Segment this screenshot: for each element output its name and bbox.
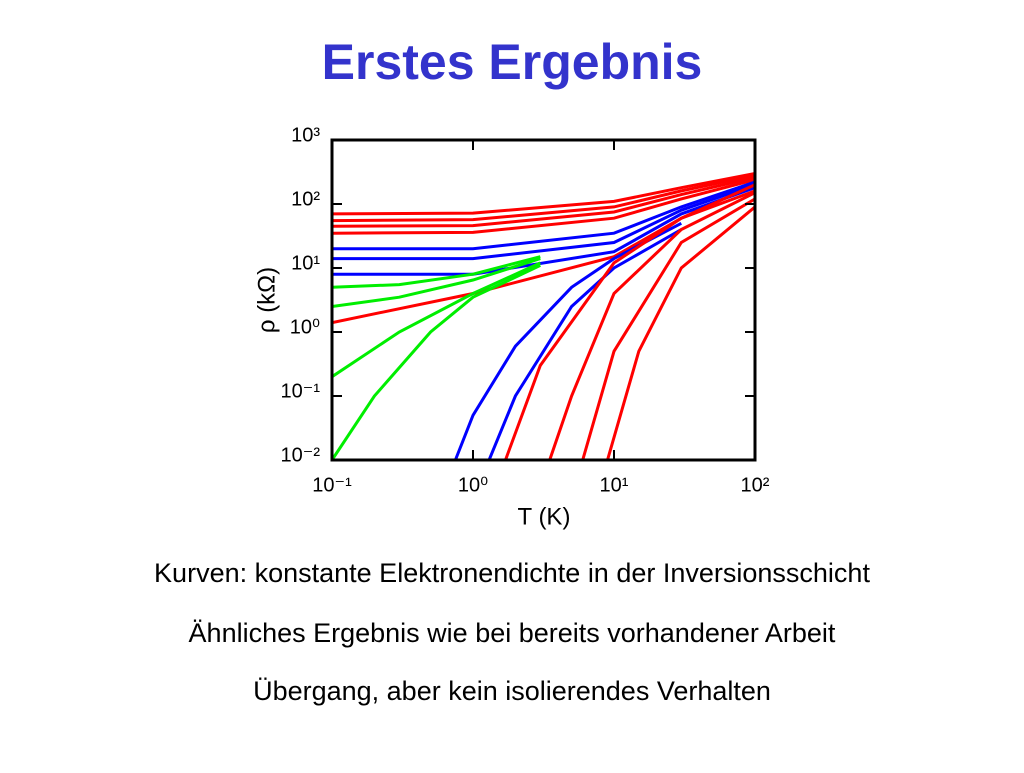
series-line bbox=[332, 172, 755, 216]
y-axis-label: ρ (kΩ) bbox=[253, 267, 280, 333]
series-line bbox=[581, 197, 755, 460]
x-tick-label: 10¹ bbox=[600, 474, 629, 496]
series-line bbox=[332, 261, 541, 378]
x-tick-label: 10⁻¹ bbox=[312, 474, 352, 496]
series-line bbox=[332, 183, 755, 261]
y-tick-label: 10⁰ bbox=[290, 316, 320, 338]
y-tick-label: 10² bbox=[291, 188, 320, 210]
x-axis-label: T (K) bbox=[518, 503, 571, 530]
series-line bbox=[332, 175, 755, 228]
series-line bbox=[332, 264, 541, 460]
y-tick-label: 10³ bbox=[291, 124, 320, 146]
text-line: Übergang, aber kein isolierendes Verhalt… bbox=[253, 676, 771, 706]
x-tick-label: 10⁰ bbox=[458, 474, 488, 496]
plot-frame bbox=[330, 138, 757, 462]
series-line bbox=[332, 189, 755, 325]
series-line bbox=[332, 180, 755, 251]
text-line: Kurven: konstante Elektronendichte in de… bbox=[154, 558, 870, 588]
series-line bbox=[504, 183, 755, 460]
series-line bbox=[487, 228, 683, 460]
x-tick-label: 10² bbox=[741, 474, 770, 496]
slide-title: Erstes Ergebnis bbox=[322, 34, 703, 90]
series-line bbox=[332, 173, 755, 223]
series-line bbox=[332, 257, 541, 308]
series-line bbox=[548, 191, 755, 460]
y-tick-label: 10⁻² bbox=[281, 444, 321, 466]
text-line: Ähnliches Ergebnis wie bei bereits vorha… bbox=[189, 618, 836, 648]
y-tick-label: 10¹ bbox=[291, 252, 320, 274]
series-line bbox=[332, 178, 755, 235]
series-line bbox=[454, 221, 682, 460]
series-line bbox=[332, 186, 755, 276]
y-tick-label: 10⁻¹ bbox=[281, 380, 321, 402]
series-line bbox=[606, 205, 755, 460]
series-line bbox=[332, 255, 541, 289]
